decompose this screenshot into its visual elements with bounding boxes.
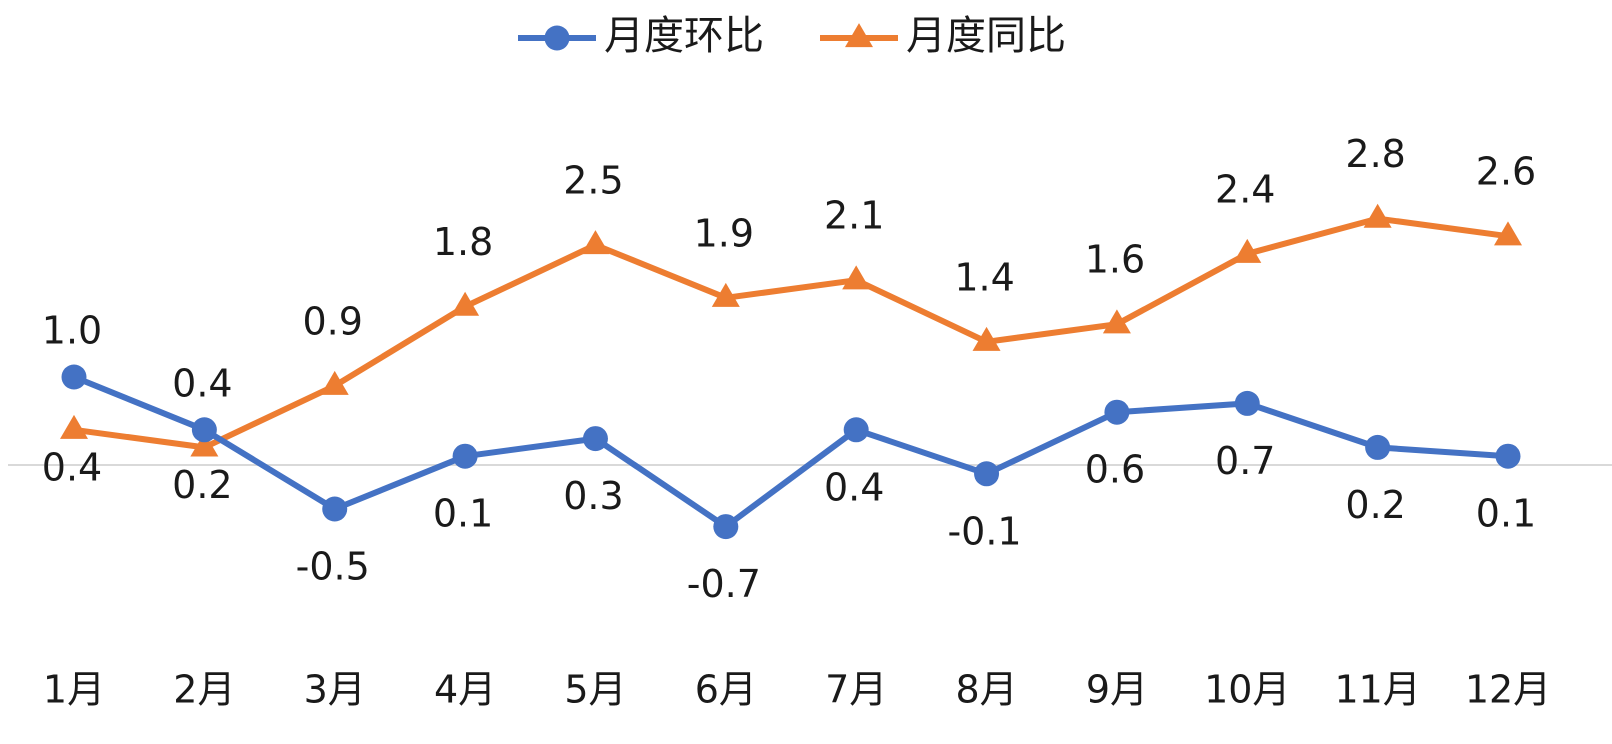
- legend: 月度环比 月度同比: [518, 13, 1066, 59]
- data-point-circle: [1104, 399, 1130, 425]
- data-label: 1.9: [694, 211, 754, 255]
- legend-label: 月度环比: [604, 13, 764, 59]
- data-point-triangle: [1233, 238, 1262, 263]
- data-label: -0.5: [296, 545, 370, 589]
- data-point-circle: [1234, 390, 1260, 416]
- data-point-circle: [974, 461, 1000, 487]
- data-label: 0.9: [303, 299, 363, 343]
- legend-label: 月度同比: [906, 13, 1066, 59]
- data-label: 0.1: [433, 492, 493, 536]
- data-point-triangle: [320, 370, 349, 395]
- series-line-1: [73, 215, 1509, 451]
- legend-item-1: 月度同比: [820, 13, 1066, 59]
- data-labels: 1.0 0.4 -0.5 0.1 0.3 -0.7 0.4 -0.1 0.6 0.7 0.2 0.1 0…: [42, 132, 1536, 606]
- data-label: 0.1: [1476, 492, 1536, 536]
- x-tick-label: 4月: [434, 668, 496, 712]
- data-label: 2.6: [1476, 150, 1536, 194]
- data-point-triangle: [581, 230, 610, 255]
- data-label: 1.8: [433, 220, 493, 264]
- data-point-circle: [1365, 434, 1391, 460]
- x-tick-label: 10月: [1204, 668, 1290, 712]
- x-axis: 1月 2月 3月 4月 5月 6月 7月 8月 9月 10月 11月 12月: [8, 464, 1612, 712]
- data-point-circle: [191, 417, 217, 443]
- x-tick-label: 11月: [1334, 668, 1420, 712]
- data-label: 0.4: [42, 445, 102, 489]
- data-label: 0.7: [1215, 439, 1275, 483]
- data-label: 1.0: [42, 309, 102, 353]
- data-label: 1.4: [954, 255, 1014, 299]
- legend-marker: [845, 23, 873, 48]
- legend-item-0: 月度环比: [518, 13, 764, 59]
- data-point-circle: [61, 364, 87, 390]
- x-tick-label: 12月: [1465, 668, 1551, 712]
- data-label: 0.3: [563, 474, 623, 518]
- x-tick-label: 8月: [955, 668, 1017, 712]
- data-point-circle: [713, 514, 739, 540]
- data-point-triangle: [711, 282, 740, 307]
- data-label: 2.4: [1215, 167, 1275, 211]
- data-point-triangle: [451, 291, 480, 316]
- data-point-circle: [1495, 443, 1521, 469]
- data-point-circle: [322, 496, 348, 522]
- data-label: 1.6: [1085, 238, 1145, 282]
- data-label: 0.2: [1345, 483, 1405, 527]
- data-label: 0.2: [172, 463, 232, 507]
- series-line-0: [72, 374, 1509, 530]
- x-tick-label: 7月: [825, 668, 887, 712]
- x-tick-label: 6月: [695, 668, 757, 712]
- x-tick-label: 3月: [304, 668, 366, 712]
- x-tick-label: 5月: [564, 668, 626, 712]
- series-layer: [60, 203, 1522, 540]
- data-label: 2.8: [1345, 132, 1405, 176]
- data-label: -0.7: [687, 562, 761, 606]
- data-point-triangle: [1363, 203, 1392, 228]
- data-point-circle: [582, 426, 608, 452]
- data-label: 0.4: [172, 361, 232, 405]
- x-tick-label: 2月: [173, 668, 235, 712]
- data-point-triangle: [60, 414, 88, 439]
- data-point-triangle: [972, 326, 1001, 351]
- data-label: 2.5: [563, 159, 623, 203]
- data-label: 0.6: [1085, 448, 1145, 492]
- data-label: 0.4: [824, 465, 884, 509]
- data-point-circle: [452, 443, 478, 469]
- data-label: 2.1: [824, 194, 884, 238]
- data-point-circle: [843, 417, 869, 443]
- x-tick-label: 9月: [1086, 668, 1148, 712]
- data-label: -0.1: [947, 509, 1021, 553]
- data-point-triangle: [842, 265, 871, 290]
- data-point-triangle: [1102, 309, 1131, 334]
- x-tick-label: 1月: [43, 668, 105, 712]
- data-point-triangle: [1494, 221, 1522, 246]
- legend-marker: [544, 25, 570, 51]
- data-point-triangle: [190, 432, 219, 457]
